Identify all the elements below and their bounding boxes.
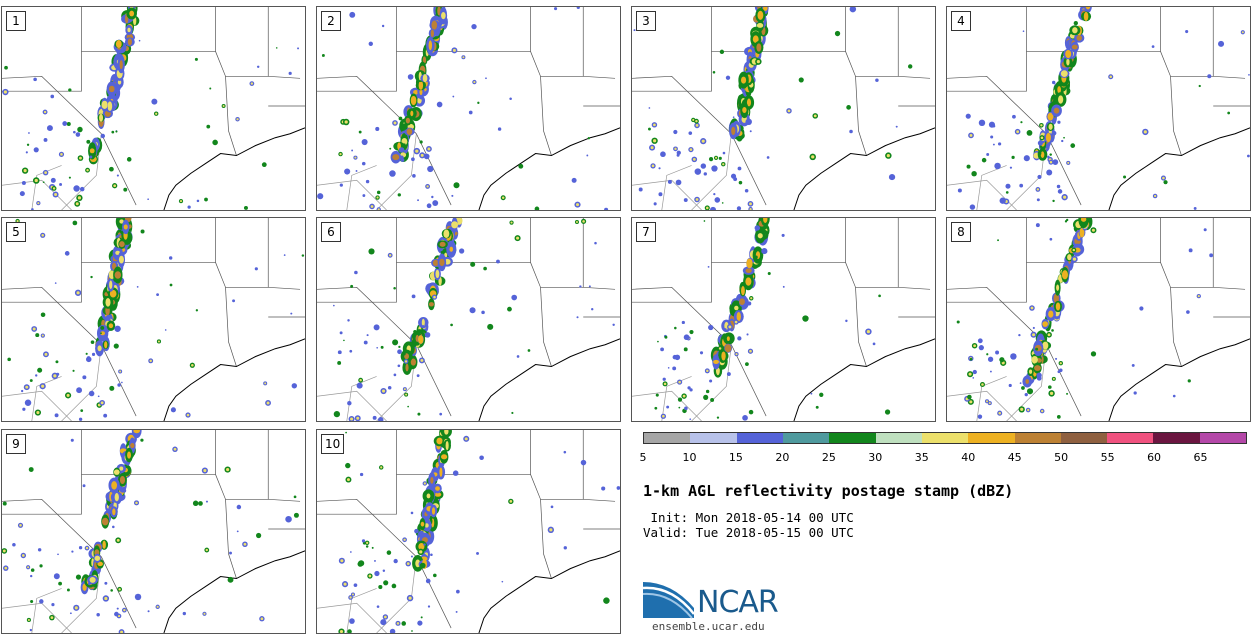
colorbar-tick-label: 20: [775, 451, 790, 464]
ensemble-url[interactable]: ensemble.ucar.edu: [652, 620, 765, 633]
member-panel-9: 9: [1, 429, 306, 634]
member-number-label: 8: [951, 222, 971, 242]
colorbar-tick-label: 15: [728, 451, 743, 464]
reflectivity-map: [632, 218, 935, 421]
reflectivity-map: [2, 218, 305, 421]
member-panel-8: 8: [946, 217, 1251, 422]
member-panel-2: 2: [316, 6, 621, 211]
colorbar-tick-label: 35: [914, 451, 929, 464]
colorbar-tick-label: 55: [1100, 451, 1115, 464]
member-panel-3: 3: [631, 6, 936, 211]
reflectivity-map: [2, 430, 305, 633]
member-number-label: 3: [636, 11, 656, 31]
reflectivity-map: [317, 7, 620, 210]
member-number-label: 9: [6, 434, 26, 454]
valid-time: Valid: Tue 2018-05-15 00 UTC: [643, 525, 854, 540]
member-panel-5: 5: [1, 217, 306, 422]
colorbar-segment: [1107, 433, 1154, 443]
colorbar-segment: [968, 433, 1015, 443]
member-number-label: 7: [636, 222, 656, 242]
member-number-label: 6: [321, 222, 341, 242]
colorbar-tick-label: 45: [1007, 451, 1022, 464]
colorbar-segment: [1014, 433, 1061, 443]
reflectivity-map: [317, 218, 620, 421]
colorbar-segment: [829, 433, 876, 443]
colorbar-tick-label: 25: [821, 451, 836, 464]
colorbar-segment: [1060, 433, 1108, 443]
colorbar-tick-label: 65: [1193, 451, 1208, 464]
member-number-label: 1: [6, 11, 26, 31]
colorbar-segment: [690, 433, 737, 443]
reflectivity-map: [947, 7, 1250, 210]
reflectivity-colorbar: [643, 432, 1247, 444]
colorbar-tick-label: 10: [682, 451, 697, 464]
colorbar-segment: [875, 433, 922, 443]
init-time: Init: Mon 2018-05-14 00 UTC: [643, 510, 854, 525]
member-number-label: 5: [6, 222, 26, 242]
member-panel-7: 7: [631, 217, 936, 422]
colorbar-tick-label: 50: [1054, 451, 1069, 464]
colorbar-segment: [921, 433, 969, 443]
colorbar-tick-label: 30: [868, 451, 883, 464]
member-panel-6: 6: [316, 217, 621, 422]
colorbar-tick-labels: 5 10 15 20 25 30 35 40 45 50 55 60 65: [639, 451, 1247, 467]
member-panel-10: 10: [316, 429, 621, 634]
reflectivity-map: [632, 7, 935, 210]
member-panel-4: 4: [946, 6, 1251, 211]
reflectivity-map: [947, 218, 1250, 421]
member-number-label: 10: [321, 434, 345, 454]
member-number-label: 4: [951, 11, 971, 31]
reflectivity-map: [2, 7, 305, 210]
reflectivity-map: [317, 430, 620, 633]
colorbar-segment: [1153, 433, 1200, 443]
ncar-logo-icon: [642, 582, 695, 619]
member-number-label: 2: [321, 11, 341, 31]
ncar-logo-text: NCAR: [697, 585, 779, 620]
colorbar-tick-label: 40: [961, 451, 976, 464]
colorbar-segment: [736, 433, 783, 443]
colorbar-segment: [1199, 433, 1247, 443]
member-panel-1: 1: [1, 6, 306, 211]
colorbar-tick-label: 60: [1147, 451, 1162, 464]
colorbar-tick-label: 5: [639, 451, 647, 464]
figure-title: 1-km AGL reflectivity postage stamp (dBZ…: [643, 482, 1014, 500]
colorbar-segment: [644, 433, 691, 443]
colorbar-segment: [782, 433, 830, 443]
